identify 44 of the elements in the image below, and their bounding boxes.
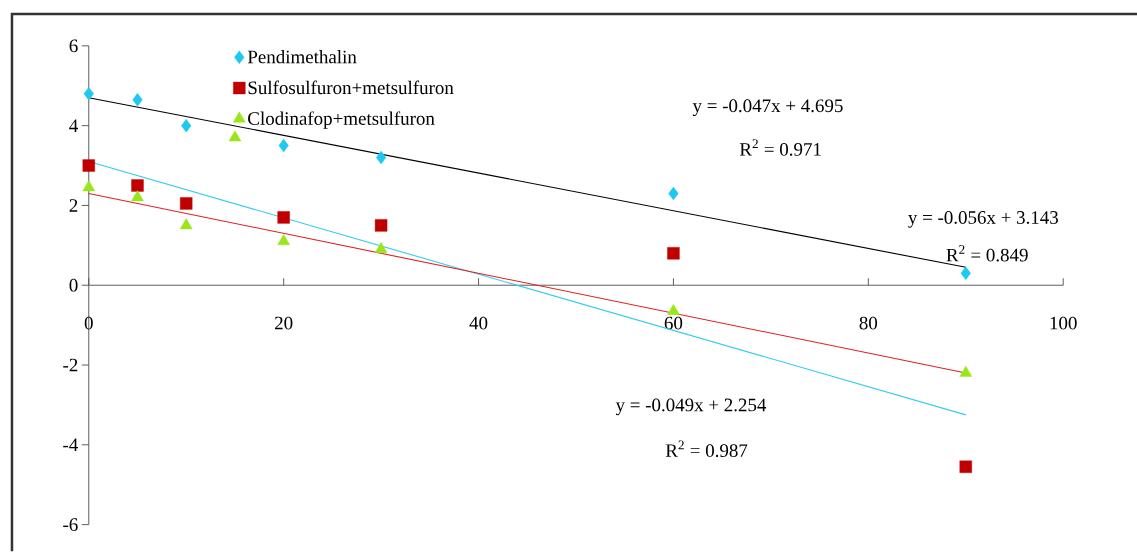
point (959, 366, 973, 377)
point (82, 180, 96, 192)
annotation: R$^{2}$ = 0.987 (665, 440, 748, 458)
annotation: y = -0.056x + 3.143 (908, 211, 1058, 228)
x-tick-label: 80 (859, 316, 878, 330)
y-tick-label: -4 (63, 438, 78, 452)
annotation: y = -0.047x + 4.695 (692, 99, 843, 117)
point (82, 159, 95, 172)
x-tick-label: 40 (469, 316, 488, 330)
point (131, 190, 144, 202)
point (376, 151, 387, 165)
annotation: R$^{2}$ = 0.971 (739, 139, 821, 157)
y-tick-label: -2 (63, 358, 78, 372)
y-tick-label: -6 (63, 518, 78, 532)
point (132, 93, 143, 107)
point (667, 304, 680, 316)
point (131, 179, 144, 192)
y-tick-label: 2 (69, 199, 78, 212)
y-tick-label: 4 (69, 119, 78, 133)
point (278, 139, 289, 153)
legend-label: Sulfosulfuron+metsulfuron (248, 80, 454, 95)
point (181, 119, 192, 133)
legend-label: Clodinafop+metsulfuron (248, 111, 435, 129)
point (228, 130, 242, 142)
legend-label: Pendimethalin (247, 50, 357, 64)
point (667, 247, 680, 260)
point (374, 219, 388, 232)
y-tick-label: 0 (69, 279, 78, 292)
annotation: y = -0.049x + 2.254 (615, 398, 767, 416)
point (374, 242, 388, 254)
annotation: R$^{2}$ = 0.849 (946, 245, 1028, 262)
x-tick-label: 100 (1050, 316, 1077, 330)
point (83, 87, 94, 101)
x-tick-label: 60 (664, 316, 683, 330)
point (960, 266, 971, 281)
point (959, 460, 972, 474)
x-tick-label: 0 (84, 316, 93, 330)
y-tick-label: 6 (69, 39, 78, 53)
point (668, 187, 679, 201)
point (180, 197, 193, 210)
point (277, 211, 290, 224)
point (277, 234, 290, 246)
point (179, 218, 193, 230)
x-tick-label: 20 (275, 316, 293, 330)
